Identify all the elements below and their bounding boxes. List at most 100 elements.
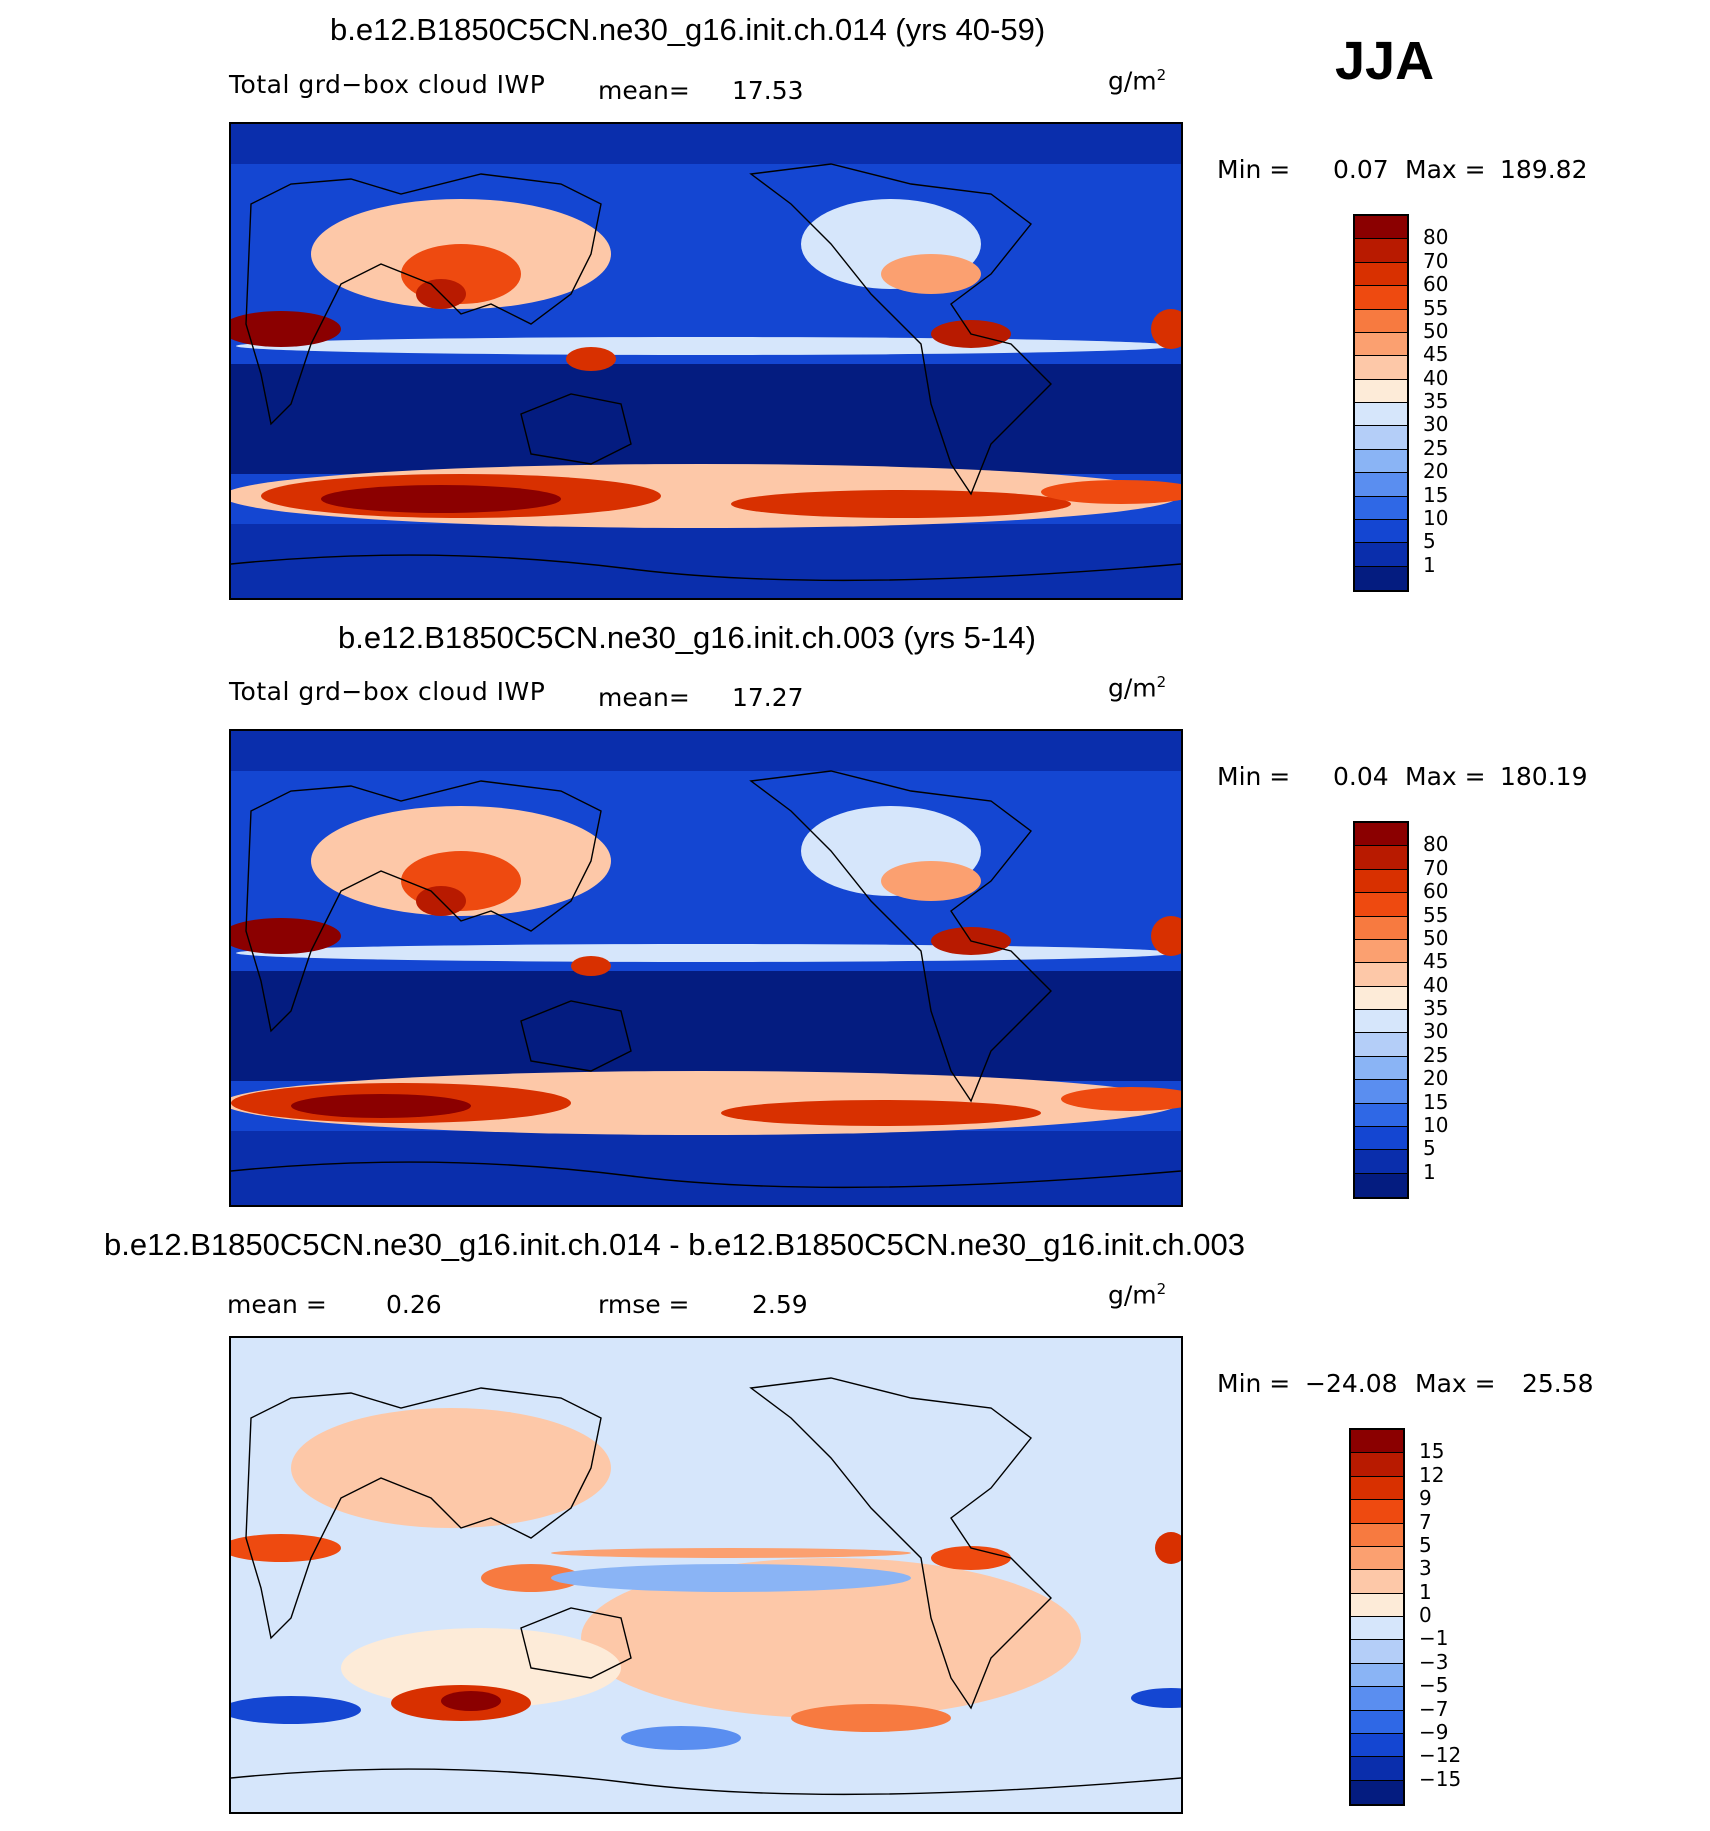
colorbar-swatch	[1355, 939, 1407, 964]
colorbar-swatch	[1355, 356, 1407, 380]
colorbar-tick-label: 40	[1423, 365, 1449, 390]
colorbar-swatch	[1355, 473, 1407, 497]
panel-2-title: b.e12.B1850C5CN.ne30_g16.init.ch.003 (yr…	[338, 620, 1036, 655]
australia-coastline	[520, 1000, 632, 1072]
panel-2-mean-value: 17.27	[732, 683, 804, 712]
panel-2-max-label: Max =	[1405, 762, 1486, 791]
colorbar-swatch	[1351, 1617, 1403, 1641]
east-edge-africa	[1151, 916, 1181, 956]
colorbar-swatch	[1351, 1733, 1403, 1758]
colorbar-tick-label: 50	[1423, 925, 1449, 950]
antarctica-coastline	[231, 1161, 1181, 1189]
indian-storm-track-core	[441, 1691, 501, 1711]
panel-3-rmse-label: rmse =	[598, 1290, 690, 1319]
north-america-warm	[881, 254, 981, 294]
panel-2-max-value: 180.19	[1500, 762, 1588, 791]
panel-3-max-label: Max =	[1415, 1369, 1496, 1398]
maritime-positive	[481, 1564, 581, 1592]
colorbar-tick-label: 15	[1419, 1439, 1445, 1464]
colorbar-tick-label: 1	[1419, 1579, 1432, 1604]
east-edge-africa	[1151, 309, 1181, 349]
colorbar-tick-label: 10	[1423, 1112, 1449, 1137]
colorbar-tick-label: −12	[1419, 1743, 1462, 1768]
southern-storm-track-pacific	[731, 490, 1071, 518]
southern-storm-track-atlantic	[1061, 1087, 1181, 1111]
colorbar-swatch	[1355, 1010, 1407, 1034]
colorbar-swatch	[1355, 893, 1407, 917]
panel-1-units: g/m2	[1108, 66, 1167, 96]
north-america-warm	[881, 861, 981, 901]
colorbar-tick-label: 60	[1423, 272, 1449, 297]
colorbar-tick-label: −15	[1419, 1766, 1462, 1791]
itcz-band	[236, 337, 1176, 355]
panel-3-units: g/m2	[1108, 1280, 1167, 1310]
colorbar-swatch	[1355, 239, 1407, 263]
colorbar-tick-label: 25	[1423, 435, 1449, 460]
colorbar-tick-label: 5	[1423, 1136, 1436, 1161]
panel-1-min-value: 0.07	[1333, 155, 1389, 184]
panel-1-map-svg	[231, 124, 1181, 598]
colorbar-swatch	[1355, 1173, 1407, 1197]
arctic-band	[231, 124, 1181, 164]
antarctic-band	[231, 524, 1181, 598]
south-pacific-positive-core	[791, 1704, 951, 1732]
colorbar-tick-label: 15	[1423, 482, 1449, 507]
panel-3-min-value: −24.08	[1305, 1369, 1398, 1398]
colorbar-swatch	[1351, 1593, 1403, 1617]
south-pacific-positive	[581, 1558, 1081, 1718]
panel-1-mean-label: mean=	[598, 76, 690, 105]
panel-1-variable-label: Total grd−box cloud IWP	[229, 70, 546, 99]
colorbar-swatch	[1351, 1640, 1403, 1664]
panel-3-rmse-value: 2.59	[752, 1290, 808, 1319]
southern-storm-track-core	[321, 485, 561, 513]
colorbar-tick-label: 1	[1423, 1159, 1436, 1184]
colorbar-tick-label: 20	[1423, 1066, 1449, 1091]
colorbar-tick-label: 35	[1423, 996, 1449, 1020]
colorbar-tick-label: 5	[1423, 529, 1436, 554]
colorbar-swatch	[1355, 916, 1407, 940]
americas-coastline	[749, 1377, 1052, 1710]
southern-storm-track-core	[291, 1094, 471, 1118]
panel-2-min-label: Min =	[1217, 762, 1291, 791]
colorbar-swatch	[1355, 216, 1407, 240]
panel-2-map	[229, 729, 1183, 1207]
colorbar-swatch	[1355, 846, 1407, 870]
panel-3-map-svg	[231, 1338, 1181, 1812]
americas-coastline	[749, 770, 1052, 1103]
colorbar-swatch	[1355, 543, 1407, 567]
africa-positive	[231, 1534, 341, 1562]
maritime-continent	[571, 956, 611, 976]
colorbar-swatch	[1355, 403, 1407, 427]
panel-2-variable-label: Total grd−box cloud IWP	[229, 677, 546, 706]
colorbar-swatch	[1351, 1500, 1403, 1524]
eurasia-africa-coastline	[245, 1387, 602, 1640]
colorbar-swatch	[1355, 262, 1407, 287]
colorbar-swatch	[1351, 1476, 1403, 1501]
panel-2-colorbar	[1353, 821, 1409, 1199]
colorbar-tick-label: −1	[1419, 1626, 1449, 1651]
asia-positive	[291, 1408, 611, 1528]
colorbar-swatch	[1351, 1663, 1403, 1688]
colorbar-tick-label: 70	[1423, 248, 1449, 273]
panel-3-mean-label: mean =	[227, 1290, 327, 1319]
colorbar-swatch	[1355, 519, 1407, 544]
colorbar-swatch	[1355, 379, 1407, 403]
colorbar-swatch	[1351, 1710, 1403, 1734]
colorbar-tick-label: 45	[1423, 949, 1449, 974]
colorbar-tick-label: 3	[1419, 1556, 1432, 1581]
colorbar-swatch	[1355, 1056, 1407, 1081]
colorbar-swatch	[1355, 1126, 1407, 1151]
panel-2-mean-label: mean=	[598, 683, 690, 712]
colorbar-swatch	[1355, 1080, 1407, 1104]
colorbar-tick-label: 80	[1423, 832, 1449, 857]
australia-coastline	[520, 1607, 632, 1679]
colorbar-swatch	[1355, 1150, 1407, 1174]
colorbar-swatch	[1351, 1430, 1403, 1454]
colorbar-tick-label: 15	[1423, 1089, 1449, 1114]
panel-3-map	[229, 1336, 1183, 1814]
colorbar-tick-label: 9	[1419, 1486, 1432, 1511]
colorbar-tick-label: 5	[1419, 1532, 1432, 1557]
itcz-band	[236, 944, 1176, 962]
colorbar-swatch	[1355, 496, 1407, 520]
colorbar-swatch	[1351, 1757, 1403, 1781]
